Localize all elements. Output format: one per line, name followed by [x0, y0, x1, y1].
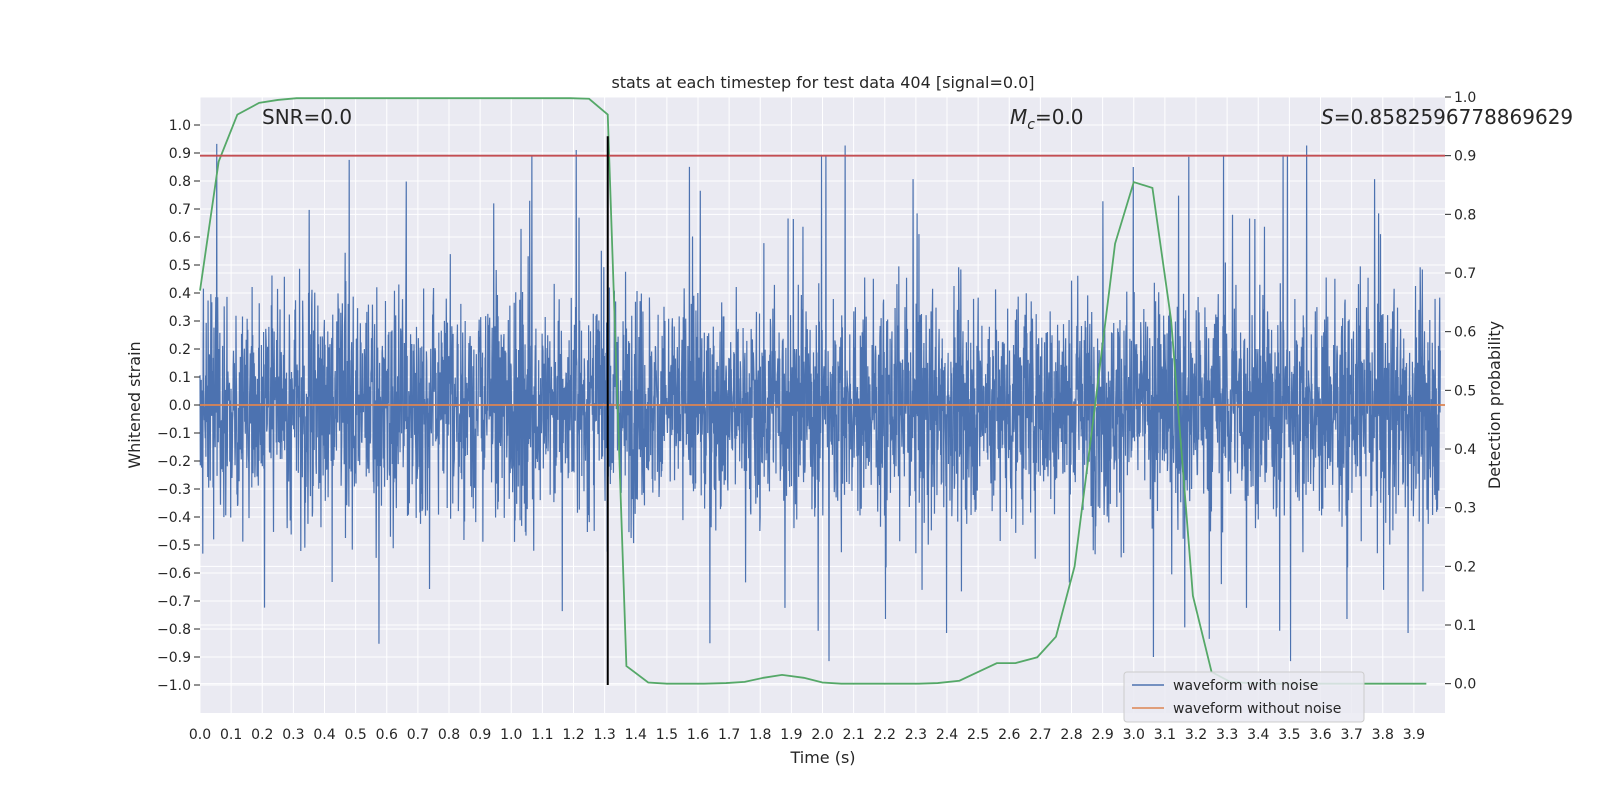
y2-tick-label: 0.3: [1454, 501, 1476, 517]
x-tick-label: 3.3: [1216, 727, 1238, 743]
y-tick-label: −1.0: [157, 678, 191, 694]
x-tick-label: 2.1: [842, 727, 864, 743]
snr-annotation: SNR=0.0: [262, 105, 352, 129]
x-tick-label: 0.9: [469, 727, 491, 743]
y2-tick-label: 0.2: [1454, 559, 1476, 575]
y-tick-label: 0.0: [169, 398, 191, 414]
y-tick-label: −0.9: [157, 650, 191, 666]
y-tick-label: −0.5: [157, 538, 191, 554]
mc-annotation: Mc=0.0: [1010, 105, 1084, 133]
s-value: =0.8582596778869629: [1334, 105, 1573, 129]
x-tick-label: 2.8: [1060, 727, 1082, 743]
x-tick-label: 3.6: [1309, 727, 1331, 743]
x-tick-label: 2.4: [936, 727, 958, 743]
x-tick-label: 0.4: [313, 727, 335, 743]
x-tick-label: 0.1: [220, 727, 242, 743]
y-tick-label: 0.4: [169, 286, 191, 302]
s-symbol: S: [1321, 105, 1334, 129]
y-tick-label: 0.8: [169, 174, 191, 190]
x-tick-label: 3.7: [1340, 727, 1362, 743]
x-tick-label: 1.2: [562, 727, 584, 743]
y2-tick-label: 0.7: [1454, 266, 1476, 282]
y-axis-ticks: 1.0 0.9 0.8 0.7 0.6 0.5 0.4 0.3 0.2 0.1 0.0 −0.1 −0.…: [157, 118, 200, 694]
y-tick-label: −0.6: [157, 566, 191, 582]
waveform-with-noise-line: [199, 143, 1441, 662]
mc-value: =0.0: [1035, 105, 1084, 129]
y-tick-label: −0.4: [157, 510, 191, 526]
mc-subscript: c: [1027, 117, 1035, 133]
x-tick-label: 1.5: [656, 727, 678, 743]
x-tick-label: 3.4: [1247, 727, 1269, 743]
y-tick-label: 0.2: [169, 342, 191, 358]
x-tick-label: 1.9: [780, 727, 802, 743]
y2-tick-label: 0.9: [1454, 149, 1476, 165]
x-tick-label: 0.8: [438, 727, 460, 743]
y-tick-label: 0.6: [169, 230, 191, 246]
y-tick-label: −0.1: [157, 426, 191, 442]
x-tick-label: 1.1: [531, 727, 553, 743]
x-tick-label: 0.0: [189, 727, 211, 743]
x-tick-label: 3.8: [1372, 727, 1394, 743]
legend: waveform with noise waveform without noi…: [1123, 671, 1365, 723]
x-tick-label: 3.0: [1123, 727, 1145, 743]
mc-symbol: M: [1010, 105, 1027, 129]
y2-tick-label: 0.6: [1454, 325, 1476, 341]
legend-label-noisy: waveform with noise: [1173, 678, 1318, 694]
y-tick-label: 1.0: [169, 118, 191, 134]
y-tick-label: 0.5: [169, 258, 191, 274]
y-tick-label: −0.8: [157, 622, 191, 638]
y2-tick-label: 0.5: [1454, 383, 1476, 399]
legend-label-clean: waveform without noise: [1173, 701, 1341, 717]
x-tick-label: 2.0: [811, 727, 833, 743]
s-annotation: S=0.8582596778869629: [1321, 105, 1573, 129]
y-axis-label: Whitened strain: [125, 341, 144, 468]
y2-tick-label: 0.8: [1454, 207, 1476, 223]
x-tick-label: 2.6: [998, 727, 1020, 743]
x-tick-label: 3.9: [1403, 727, 1425, 743]
x-tick-label: 2.2: [874, 727, 896, 743]
y-tick-label: 0.3: [169, 314, 191, 330]
x-tick-label: 1.7: [718, 727, 740, 743]
x-tick-label: 1.8: [749, 727, 771, 743]
x-tick-label: 1.6: [687, 727, 709, 743]
x-tick-label: 3.2: [1185, 727, 1207, 743]
y-tick-label: −0.7: [157, 594, 191, 610]
x-axis-label: Time (s): [789, 748, 855, 767]
x-tick-label: 2.7: [1029, 727, 1051, 743]
legend-box: [1123, 671, 1365, 723]
x-tick-label: 0.5: [344, 727, 366, 743]
x-tick-label: 2.9: [1091, 727, 1113, 743]
x-tick-label: 0.2: [251, 727, 273, 743]
y-tick-label: 0.9: [169, 146, 191, 162]
x-axis-ticks: 0.0 0.1 0.2 0.3 0.4 0.5 0.6 0.7 0.8 0.9 1.0 1.1 1.2 1…: [189, 727, 1425, 743]
y2-axis-ticks: 1.0 0.9 0.8 0.7 0.6 0.5 0.4 0.3 0.2 0.1 0.0: [1445, 90, 1476, 693]
y-tick-label: −0.3: [157, 482, 191, 498]
x-tick-label: 3.1: [1154, 727, 1176, 743]
x-tick-label: 0.6: [376, 727, 398, 743]
chart-title: stats at each timestep for test data 404…: [611, 73, 1034, 92]
x-tick-label: 1.0: [500, 727, 522, 743]
x-tick-label: 0.7: [407, 727, 429, 743]
noise-trace: [199, 143, 1441, 662]
y-tick-label: 0.1: [169, 370, 191, 386]
y2-tick-label: 1.0: [1454, 90, 1476, 106]
x-tick-label: 2.5: [967, 727, 989, 743]
x-tick-label: 0.3: [282, 727, 304, 743]
y-tick-label: 0.7: [169, 202, 191, 218]
x-tick-label: 2.3: [905, 727, 927, 743]
y-tick-label: −0.2: [157, 454, 191, 470]
y2-tick-label: 0.4: [1454, 442, 1476, 458]
x-tick-label: 1.3: [593, 727, 615, 743]
y2-tick-label: 0.1: [1454, 618, 1476, 634]
x-tick-label: 3.5: [1278, 727, 1300, 743]
y2-tick-label: 0.0: [1454, 677, 1476, 693]
x-tick-label: 1.4: [625, 727, 647, 743]
y2-axis-label: Detection probability: [1485, 321, 1504, 489]
